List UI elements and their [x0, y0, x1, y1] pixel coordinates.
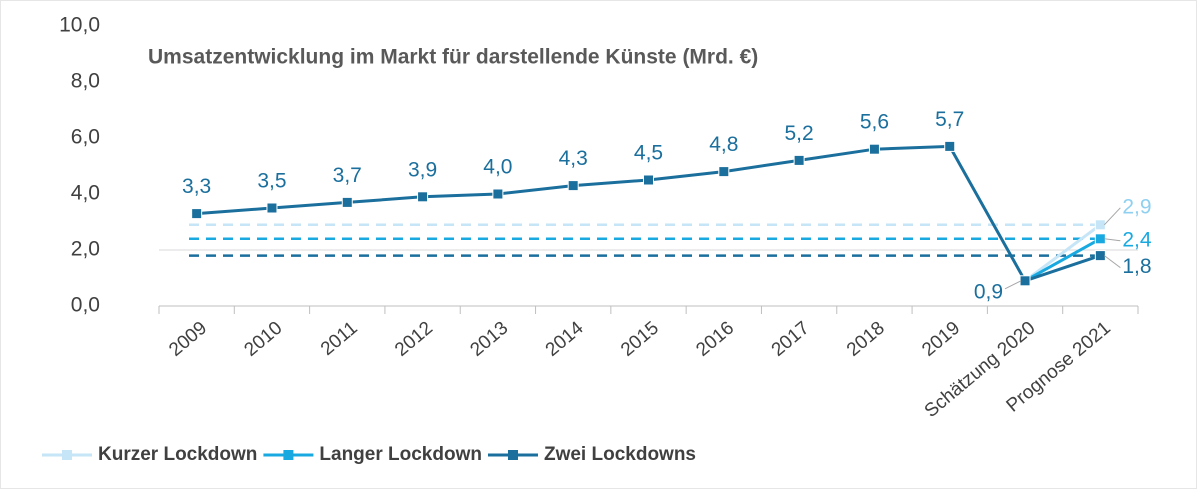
legend-label: Langer Lockdown [319, 444, 482, 465]
data-label: 3,9 [408, 158, 437, 181]
data-label: 2,9 [1122, 195, 1151, 218]
data-point [944, 140, 956, 152]
y-tick-label: 4,0 [71, 182, 100, 205]
series-line [1024, 237, 1102, 283]
y-tick-label: 0,0 [71, 294, 100, 317]
data-point [492, 188, 504, 200]
data-label: 3,7 [333, 164, 362, 187]
leader-line [1104, 255, 1121, 269]
data-label: 0,9 [974, 280, 1003, 303]
data-label: 2,4 [1122, 228, 1152, 251]
data-point [341, 196, 353, 208]
data-point [1094, 233, 1106, 245]
data-label: 5,7 [935, 108, 964, 131]
data-point [1094, 219, 1106, 231]
data-label: 4,0 [483, 156, 512, 179]
data-point [191, 208, 203, 220]
y-tick-label: 10,0 [59, 14, 100, 37]
data-point [643, 174, 654, 186]
data-point [1094, 250, 1106, 262]
data-label: 3,5 [257, 170, 286, 193]
data-label: 4,3 [559, 147, 588, 170]
legend-label: Zwei Lockdowns [544, 444, 696, 465]
y-tick-label: 6,0 [71, 126, 100, 149]
legend-label: Kurzer Lockdown [98, 444, 257, 465]
y-tick-label: 2,0 [71, 238, 100, 261]
leader-line [1004, 280, 1022, 290]
legend-marker [62, 450, 72, 460]
data-label: 1,8 [1122, 255, 1151, 278]
legend-marker [283, 450, 294, 460]
data-point [868, 143, 880, 155]
data-point [266, 202, 278, 214]
leader-line [1104, 238, 1121, 242]
series-line [1024, 223, 1102, 283]
data-label: 4,8 [709, 133, 738, 156]
data-point [567, 180, 579, 192]
data-point [793, 154, 805, 166]
data-label: 5,2 [785, 122, 814, 145]
data-point [417, 191, 429, 203]
data-label: 3,3 [182, 175, 211, 198]
y-tick-label: 8,0 [71, 70, 100, 93]
leader-line [1103, 207, 1121, 226]
data-label: 5,6 [860, 111, 889, 134]
data-label: 4,5 [634, 142, 663, 165]
legend-marker [507, 450, 518, 460]
data-point [718, 166, 730, 178]
chart-title: Umsatzentwicklung im Markt für darstelle… [148, 46, 758, 69]
data-point [1019, 275, 1031, 287]
